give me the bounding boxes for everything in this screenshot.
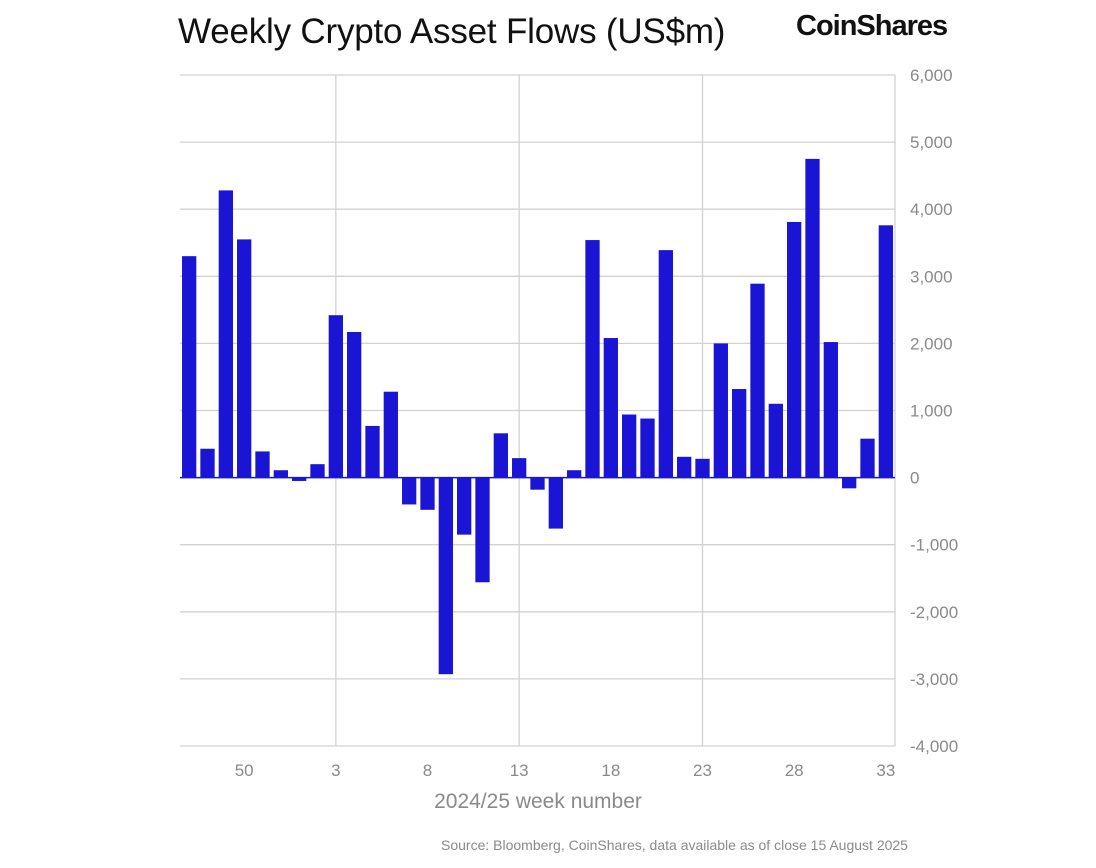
bars: [180, 158, 895, 675]
bar: [402, 477, 417, 505]
bar: [218, 190, 233, 478]
bar: [310, 464, 325, 478]
bar: [530, 477, 545, 490]
x-axis-label: 2024/25 week number: [434, 790, 642, 813]
y-tick-label: -3,000: [910, 670, 958, 689]
bar: [787, 221, 802, 478]
bar: [347, 331, 362, 478]
bar: [237, 239, 252, 478]
bar: [585, 240, 600, 478]
x-tick-label: 18: [601, 761, 620, 780]
y-tick-label: -4,000: [910, 737, 958, 756]
bar: [658, 250, 673, 478]
bar: [713, 343, 728, 478]
y-tick-label: 4,000: [910, 200, 953, 219]
bar: [768, 403, 783, 478]
bar: [732, 389, 747, 478]
bar: [640, 418, 655, 478]
x-tick-label: 13: [510, 761, 529, 780]
bar: [182, 256, 197, 478]
bar: [548, 477, 563, 529]
bar: [292, 477, 307, 481]
bar: [273, 470, 288, 478]
bar: [383, 391, 398, 478]
x-axis-tick-labels: 50 3 8 13 18 23 28 33: [235, 761, 896, 780]
bar: [750, 283, 765, 478]
coinshares-logo: CoinShares: [796, 10, 948, 42]
bar: [842, 477, 857, 489]
bar: [493, 433, 508, 478]
bar: [567, 470, 582, 478]
bar: [365, 425, 380, 478]
y-tick-label: 3,000: [910, 267, 953, 286]
bar: [438, 477, 453, 675]
y-tick-label: 6,000: [910, 66, 953, 85]
y-tick-label: 2,000: [910, 334, 953, 353]
bar: [200, 448, 215, 478]
bar: [695, 458, 710, 478]
y-tick-label: 1,000: [910, 402, 953, 421]
bar: [255, 451, 270, 478]
x-tick-label: 23: [693, 761, 712, 780]
y-tick-label: 0: [910, 469, 919, 488]
y-tick-label: -1,000: [910, 536, 958, 555]
bar: [457, 477, 472, 535]
y-axis-tick-labels: -4,000 -3,000 -2,000 -1,000 0 1,000 2,000 3,000…: [910, 66, 958, 756]
chart-title: Weekly Crypto Asset Flows (US$m): [178, 12, 726, 51]
bar: [823, 342, 838, 478]
bar: [603, 338, 618, 478]
bar: [878, 225, 893, 478]
bar: [420, 477, 435, 510]
y-tick-label: 5,000: [910, 133, 953, 152]
x-tick-label: 3: [331, 761, 340, 780]
x-tick-label: 28: [785, 761, 804, 780]
bar: [512, 458, 527, 478]
x-tick-label: 33: [876, 761, 895, 780]
bar: [860, 438, 875, 478]
bar: [475, 477, 490, 583]
bar: [677, 456, 692, 478]
source-note: Source: Bloomberg, CoinShares, data avai…: [441, 837, 908, 853]
bar: [622, 414, 637, 478]
y-tick-label: -2,000: [910, 603, 958, 622]
x-tick-label: 50: [235, 761, 254, 780]
bar: [805, 158, 820, 478]
x-tick-label: 8: [423, 761, 432, 780]
bar: [328, 315, 343, 478]
